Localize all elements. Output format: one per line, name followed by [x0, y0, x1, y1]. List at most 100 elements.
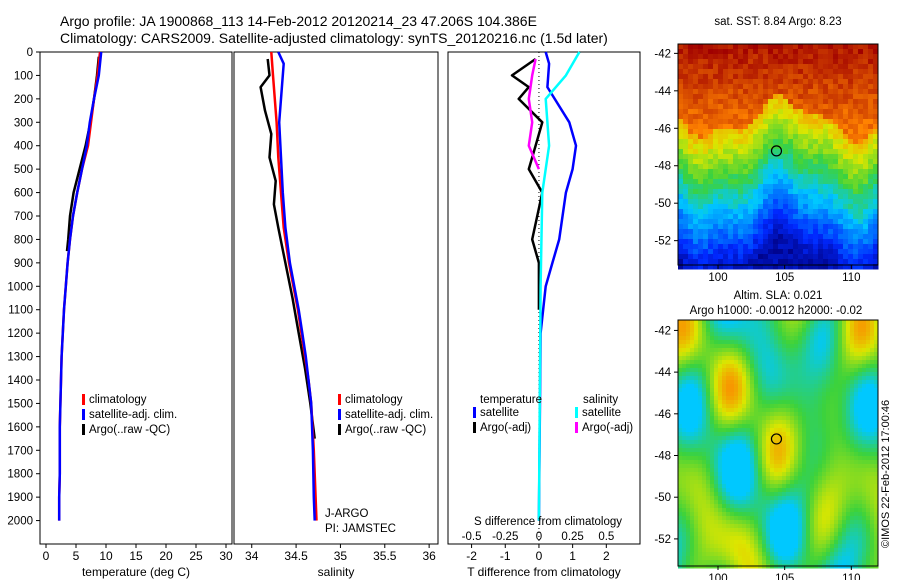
depth-tick-label: 600 [14, 188, 33, 200]
lon-tick-label: 110 [842, 272, 860, 284]
difference-salinity-legend-label: satellite [582, 407, 621, 419]
lon-tick-label: 105 [775, 272, 794, 284]
x-tick-label: 35 [334, 549, 348, 563]
x-tick-label: 0 [536, 549, 543, 563]
salinity-legend-swatch [338, 409, 341, 420]
lat-tick-label: -52 [654, 534, 671, 546]
salinity-profile-frame [233, 51, 439, 545]
legend-title-temperature: temperature [480, 394, 542, 406]
sst-map-frame [677, 43, 879, 266]
x-tick-label: 5 [73, 549, 80, 563]
lon-tick-label: 100 [708, 573, 727, 580]
x-tick-label: 25 [189, 549, 203, 563]
x-tick-label: 15 [129, 549, 143, 563]
temperature-legend-label: satellite-adj. clim. [89, 409, 177, 421]
x2-tick-label: -0.25 [492, 531, 518, 543]
lon-tick-label: 100 [708, 272, 727, 284]
salinity-line-argo [259, 58, 316, 439]
difference-salinity-legend-swatch [575, 422, 578, 433]
depth-tick-label: 1900 [7, 492, 33, 504]
sst-map-argo-marker [770, 145, 783, 157]
lat-tick-label: -42 [654, 325, 671, 337]
depth-tick-label: 1500 [7, 398, 33, 410]
depth-tick-label: 100 [14, 70, 33, 82]
x-tick-label: 34.5 [284, 549, 308, 563]
x-tick-label: 0 [43, 549, 50, 563]
sst-title: sat. SST: 8.84 Argo: 8.23 [714, 16, 841, 28]
sla-title: Altim. SLA: 0.021 [734, 290, 823, 302]
difference-line-0 [537, 51, 578, 521]
salinity-legend-swatch [338, 394, 341, 405]
temperature-line-satellite [57, 51, 103, 521]
x-tick-label: 36 [422, 549, 436, 563]
difference-x2label: S difference from climatology [474, 516, 622, 528]
x-tick-label: 30 [219, 549, 233, 563]
depth-tick-label: 1600 [7, 422, 33, 434]
salinity-legend-label: climatology [345, 394, 403, 406]
chart-title-line2: Climatology: CARS2009. Satellite-adjuste… [60, 30, 608, 46]
depth-tick-label: 800 [14, 234, 33, 246]
lat-tick-label: -52 [654, 236, 671, 248]
depth-tick-label: 200 [14, 94, 33, 106]
depth-tick-label: 900 [14, 258, 33, 270]
sla-subtitle: Argo h1000: -0.0012 h2000: -0.02 [690, 305, 863, 317]
temperature-legend-label: Argo(..raw -QC) [89, 424, 170, 436]
depth-tick-label: 1800 [7, 469, 33, 481]
depth-tick-label: 1000 [7, 281, 33, 293]
difference-profile-frame [447, 51, 641, 545]
lat-tick-label: -44 [654, 86, 671, 98]
annotation-j-argo: J-ARGO [325, 508, 369, 520]
depth-tick-label: 300 [14, 117, 33, 129]
x2-tick-label: 0 [536, 531, 542, 543]
depth-tick-label: 0 [27, 47, 33, 59]
x-tick-label: 2 [603, 549, 610, 563]
x-tick-label: 20 [159, 549, 173, 563]
x-tick-label: 1 [569, 549, 576, 563]
difference-temperature-legend-swatch [473, 407, 476, 418]
lon-tick-label: 105 [775, 573, 794, 580]
depth-tick-label: 700 [14, 211, 33, 223]
temperature-profile-frame [39, 51, 233, 545]
x-tick-label: -2 [466, 549, 477, 563]
sla-map-frame [677, 319, 879, 567]
lat-tick-label: -42 [654, 48, 671, 60]
depth-tick-label: 400 [14, 141, 33, 153]
x-tick-label: 10 [99, 549, 113, 563]
difference-temperature-legend-label: Argo(-adj) [480, 422, 531, 434]
lat-tick-label: -44 [654, 367, 671, 379]
temperature-legend-label: climatology [89, 394, 147, 406]
difference-profile-xlabel: T difference from climatology [467, 565, 621, 579]
salinity-legend-label: Argo(..raw -QC) [345, 424, 426, 436]
temperature-legend-swatch [82, 424, 85, 435]
salinity-legend-swatch [338, 424, 341, 435]
difference-salinity-legend-swatch [575, 407, 578, 418]
x2-tick-label: 0.5 [598, 531, 614, 543]
difference-line-2 [537, 51, 581, 521]
x-tick-label: 34 [245, 549, 259, 563]
lat-tick-label: -46 [654, 409, 671, 421]
annotation-pi: PI: JAMSTEC [325, 523, 396, 535]
temperature-legend-swatch [82, 394, 85, 405]
difference-salinity-legend-label: Argo(-adj) [582, 422, 633, 434]
depth-tick-label: 1700 [7, 445, 33, 457]
x2-tick-label: -0.5 [462, 531, 482, 543]
temperature-profile-xlabel: temperature (deg C) [82, 565, 190, 579]
legend-title-salinity: salinity [583, 394, 618, 406]
difference-line-3 [527, 58, 541, 170]
x-tick-label: 35.5 [373, 549, 397, 563]
chart-title-line1: Argo profile: JA 1900868_113 14-Feb-2012… [60, 13, 537, 29]
lat-tick-label: -50 [654, 198, 671, 210]
x-tick-label: -1 [500, 549, 511, 563]
depth-tick-label: 1200 [7, 328, 33, 340]
depth-tick-label: 1400 [7, 375, 33, 387]
sla-map-argo-marker [770, 433, 783, 445]
depth-tick-label: 2000 [7, 516, 33, 528]
lat-tick-label: -48 [654, 451, 671, 463]
salinity-legend-label: satellite-adj. clim. [345, 409, 433, 421]
temperature-legend-swatch [82, 409, 85, 420]
difference-temperature-legend-label: satellite [480, 407, 519, 419]
depth-tick-label: 1300 [7, 352, 33, 364]
sst-map-field [678, 44, 879, 270]
sla-map-field [678, 320, 879, 569]
